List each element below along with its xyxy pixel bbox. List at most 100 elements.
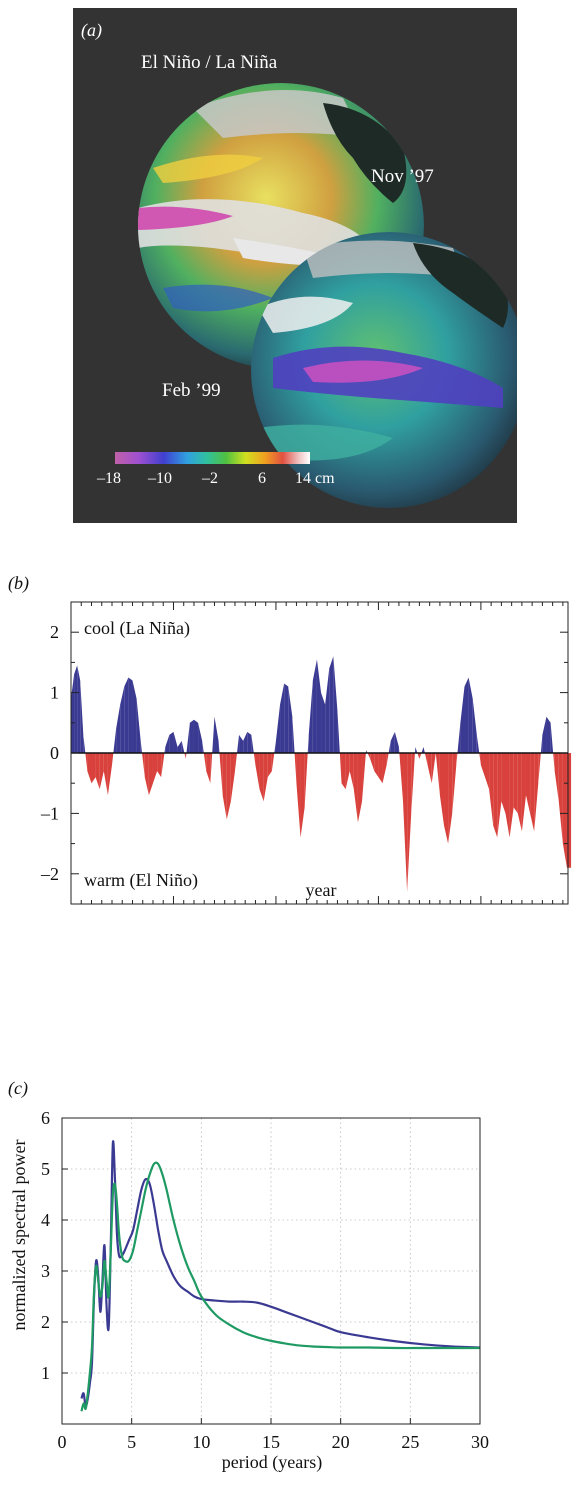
enso-area-segment [142,753,145,778]
enso-area-segment [294,753,297,784]
enso-area-segment [435,753,440,796]
enso-area-segment [321,692,326,753]
enso-area-segment [259,753,264,802]
panel-c-chart: 0 5 10 15 20 25 30 1 2 3 4 5 6 period (years) normal… [9,1108,489,1473]
enso-area-segment [357,753,363,823]
enso-area-segment [341,753,346,790]
enso-area-segment [312,659,317,753]
panel-c-tick-labels: 0 5 10 15 20 25 30 1 2 3 4 5 6 [41,1108,489,1452]
enso-area-segment [243,731,248,753]
enso-area-segment [517,753,522,832]
enso-area-segment [493,753,498,838]
enso-area-segment [448,753,453,844]
enso-area-segment [554,753,559,802]
enso-area-segment [394,731,399,753]
panel-b-label: (b) [8,573,29,593]
enso-area-segment [230,753,235,802]
enso-area-segment [540,734,543,753]
enso-area-segment [353,753,358,823]
enso-area-segment [538,753,541,784]
enso-area-segment [464,677,469,753]
enso-area-segment [103,753,108,796]
enso-area-segment [374,753,379,778]
enso-area-segment [476,734,480,753]
enso-area-segment [366,749,368,753]
panel-c-xlabel: period (years) [222,1452,322,1473]
enso-area-segment [255,753,260,790]
enso-area-segment [550,722,554,753]
enso-area-segment [113,728,117,753]
enso-area-segment [345,753,350,790]
enso-area-segment [247,731,252,753]
enso-area-segment [362,753,366,802]
enso-area-segment [91,753,96,784]
enso-area-segment [468,677,473,753]
enso-area-segment [116,704,121,753]
enso-area-segment [140,740,143,753]
enso-area-segment [558,753,563,844]
colorbar-tick-5: 14 cm [295,470,335,487]
enso-area-segment [333,656,338,753]
enso-area-segment [534,753,539,832]
enso-area-segment [206,753,211,784]
enso-area-segment [185,753,187,760]
enso-area-segment [484,753,490,790]
spectral-series-blue [80,1140,481,1408]
x-tick-label: 10 [192,1432,210,1452]
colorbar [115,452,310,464]
panel-a: (a) El Niño / La Niña Nov ’97 Feb ’99 –1… [73,8,527,523]
y-tick-label: 4 [41,1210,50,1230]
enso-area-segment [553,753,555,772]
spectral-series-green [80,1161,480,1412]
enso-area-segment [530,753,535,832]
enso-area-segment [212,716,215,753]
x-tick-label: 20 [332,1432,350,1452]
enso-area-segment [562,753,567,868]
enso-area-segment [452,753,457,814]
enso-area-segment [525,753,531,814]
enso-area-segment [501,753,506,814]
y-tick-label: 5 [41,1159,50,1179]
enso-area-segment [388,740,391,753]
enso-area-segment [329,656,334,753]
enso-area-segment [337,710,340,753]
enso-area-segment [382,753,387,784]
enso-area-segment [370,753,375,772]
enso-index-series [71,656,572,892]
enso-area-segment [390,731,395,753]
enso-area-segment [288,686,293,753]
enso-area-segment [274,740,276,753]
enso-area-segment [456,753,458,766]
globe-feb-99 [251,232,527,508]
enso-area-segment [284,683,289,753]
enso-area-segment [136,698,141,753]
enso-area-segment [132,680,137,753]
panel-b-xlabel: year [306,880,337,900]
enso-area-segment [181,740,185,753]
enso-area-segment [386,753,389,766]
enso-area-segment [339,753,342,784]
enso-area-segment [292,716,295,753]
colorbar-tick-2: –10 [148,470,172,487]
enso-area-segment [296,753,301,838]
enso-area-segment [497,753,502,838]
enso-area-segment [157,753,162,778]
enso-area-segment [251,734,254,753]
enso-area-segment [164,746,166,753]
enso-area-segment [304,753,308,808]
cool-label: cool (La Niña) [84,618,190,639]
y-tick-label: 0 [50,743,59,763]
enso-area-segment [316,659,322,753]
enso-area-segment [407,753,412,892]
enso-area-segment [189,719,194,753]
y-tick-label: 2 [41,1312,50,1332]
enso-area-segment [542,716,547,753]
colorbar-tick-4: 6 [258,470,266,487]
enso-area-segment [271,753,275,772]
enso-area-segment [111,753,114,766]
enso-area-segment [403,753,408,892]
enso-area-segment [169,731,174,753]
enso-area-segment [479,753,481,766]
panel-a-label: (a) [81,20,102,40]
